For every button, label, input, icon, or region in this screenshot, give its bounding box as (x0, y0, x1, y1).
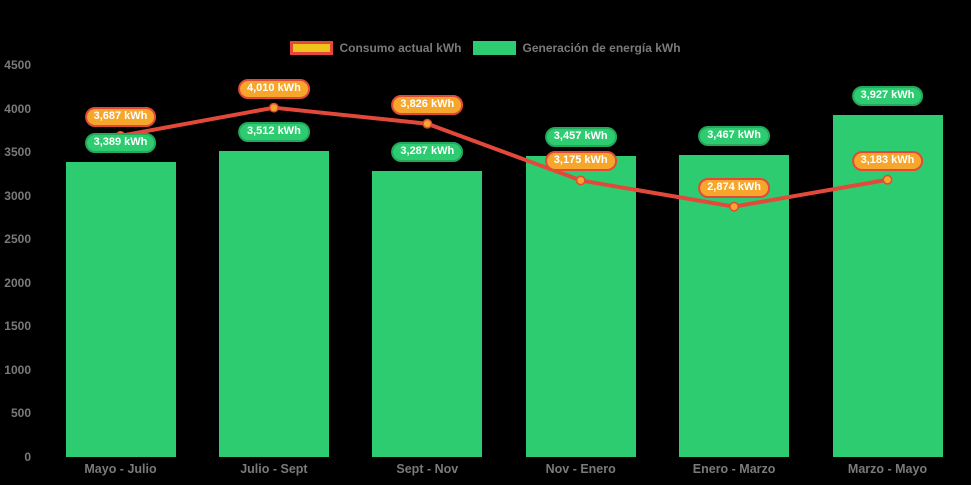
y-tick-label: 4000 (4, 101, 31, 116)
consumption-value-label: 3,687 kWh (84, 106, 157, 127)
legend-swatch-consumption-icon (290, 41, 334, 55)
consumption-line-point[interactable] (268, 102, 279, 113)
y-tick-label: 500 (10, 406, 31, 421)
y-tick-label: 3500 (4, 145, 31, 160)
legend-item-consumption[interactable]: Consumo actual kWh (290, 41, 461, 55)
consumption-value-label: 2,874 kWh (698, 177, 770, 198)
x-tick-label: Sept - Nov (396, 462, 459, 476)
generation-bar[interactable] (679, 154, 790, 457)
generation-bar[interactable] (372, 170, 483, 457)
x-tick-label: Julio - Sept (240, 462, 308, 476)
generation-value-label: 3,287 kWh (391, 141, 464, 162)
y-tick-label: 1000 (4, 362, 31, 377)
consumption-line-point[interactable] (729, 201, 740, 212)
y-tick-label: 0 (24, 450, 31, 464)
legend-item-generation[interactable]: Generación de energía kWh (473, 41, 681, 55)
y-tick-label: 2000 (4, 275, 31, 290)
consumption-value-label: 4,010 kWh (237, 78, 310, 99)
legend-label-generation: Generación de energía kWh (522, 41, 681, 55)
generation-bar[interactable] (65, 161, 176, 457)
generation-bar[interactable] (525, 155, 636, 457)
generation-value-label: 3,467 kWh (698, 126, 770, 146)
y-tick-label: 1500 (4, 319, 31, 334)
x-tick-label: Nov - Enero (545, 462, 616, 476)
generation-value-label: 3,927 kWh (851, 85, 924, 106)
y-tick-label: 4500 (4, 58, 31, 72)
x-tick-label: Marzo - Mayo (847, 462, 928, 476)
consumption-value-label: 3,175 kWh (544, 151, 617, 172)
y-tick-label: 2500 (4, 232, 31, 247)
consumption-line-point[interactable] (882, 174, 893, 185)
legend-label-consumption: Consumo actual kWh (339, 41, 462, 55)
consumption-line-point[interactable] (422, 118, 433, 129)
y-tick-label: 3000 (4, 188, 31, 203)
legend: Consumo actual kWh Generación de energía… (0, 41, 971, 55)
generation-value-label: 3,389 kWh (84, 132, 157, 153)
x-tick-label: Mayo - Julio (84, 462, 157, 476)
generation-bar[interactable] (218, 151, 329, 457)
legend-swatch-generation-icon (473, 41, 517, 55)
generation-value-label: 3,457 kWh (544, 126, 617, 147)
consumption-line-point[interactable] (575, 175, 586, 186)
x-tick-label: Enero - Marzo (692, 462, 776, 476)
consumption-value-label: 3,183 kWh (851, 150, 924, 171)
generation-value-label: 3,512 kWh (237, 122, 310, 143)
consumption-value-label: 3,826 kWh (391, 94, 464, 115)
